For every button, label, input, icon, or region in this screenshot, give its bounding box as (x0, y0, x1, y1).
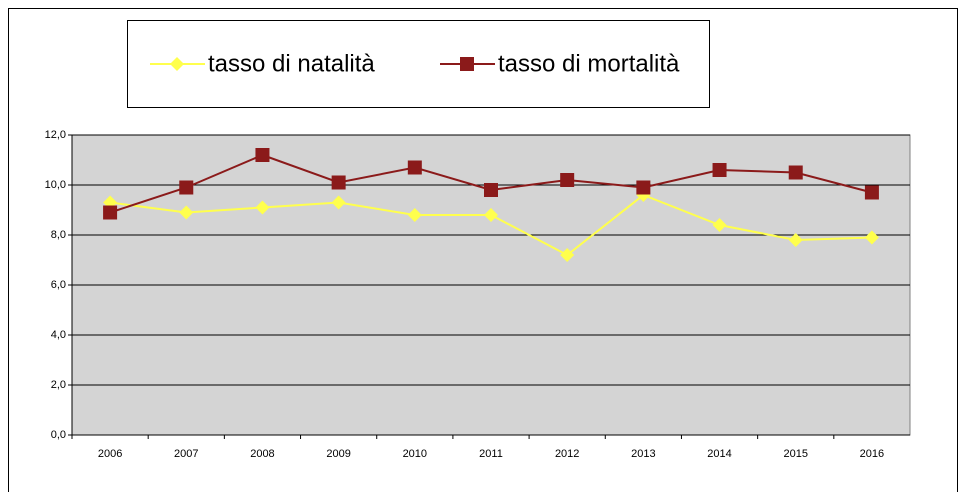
y-tick-label: 2,0 (51, 379, 66, 391)
legend-box (127, 20, 710, 108)
x-tick-label: 2009 (326, 448, 350, 460)
data-point (103, 205, 118, 220)
data-point (636, 180, 651, 195)
data-point (712, 218, 727, 232)
data-point (484, 208, 498, 222)
x-tick-label: 2006 (98, 448, 122, 460)
legend-label: tasso di mortalità (498, 50, 680, 77)
data-point (331, 175, 346, 190)
legend-label: tasso di natalità (208, 50, 375, 77)
y-tick-label: 8,0 (51, 229, 66, 241)
data-point (864, 185, 879, 200)
y-tick-label: 4,0 (51, 329, 66, 341)
y-tick-label: 12,0 (45, 129, 66, 141)
x-tick-label: 2010 (403, 448, 427, 460)
data-point (407, 208, 422, 222)
x-tick-label: 2012 (555, 448, 579, 460)
x-tick-label: 2013 (631, 448, 655, 460)
data-point (407, 160, 422, 175)
x-tick-label: 2008 (250, 448, 274, 460)
data-point (179, 180, 194, 195)
x-tick-label: 2015 (783, 448, 807, 460)
x-tick-label: 2007 (174, 448, 198, 460)
legend-marker (170, 57, 184, 71)
data-point (788, 233, 803, 247)
x-tick-label: 2011 (479, 448, 503, 460)
data-point (484, 183, 498, 197)
data-point (560, 173, 575, 187)
data-point (788, 165, 803, 180)
data-point (712, 163, 727, 177)
x-tick-label: 2016 (860, 448, 884, 460)
x-tick-label: 2014 (707, 448, 731, 460)
data-point (331, 195, 346, 210)
y-tick-label: 6,0 (51, 279, 66, 291)
data-point (560, 248, 575, 262)
data-point (179, 205, 194, 220)
y-tick-label: 10,0 (45, 179, 66, 191)
data-point (255, 148, 270, 162)
y-tick-label: 0,0 (51, 429, 66, 441)
data-point (255, 200, 270, 215)
data-point (864, 230, 879, 245)
legend-marker (460, 57, 474, 71)
